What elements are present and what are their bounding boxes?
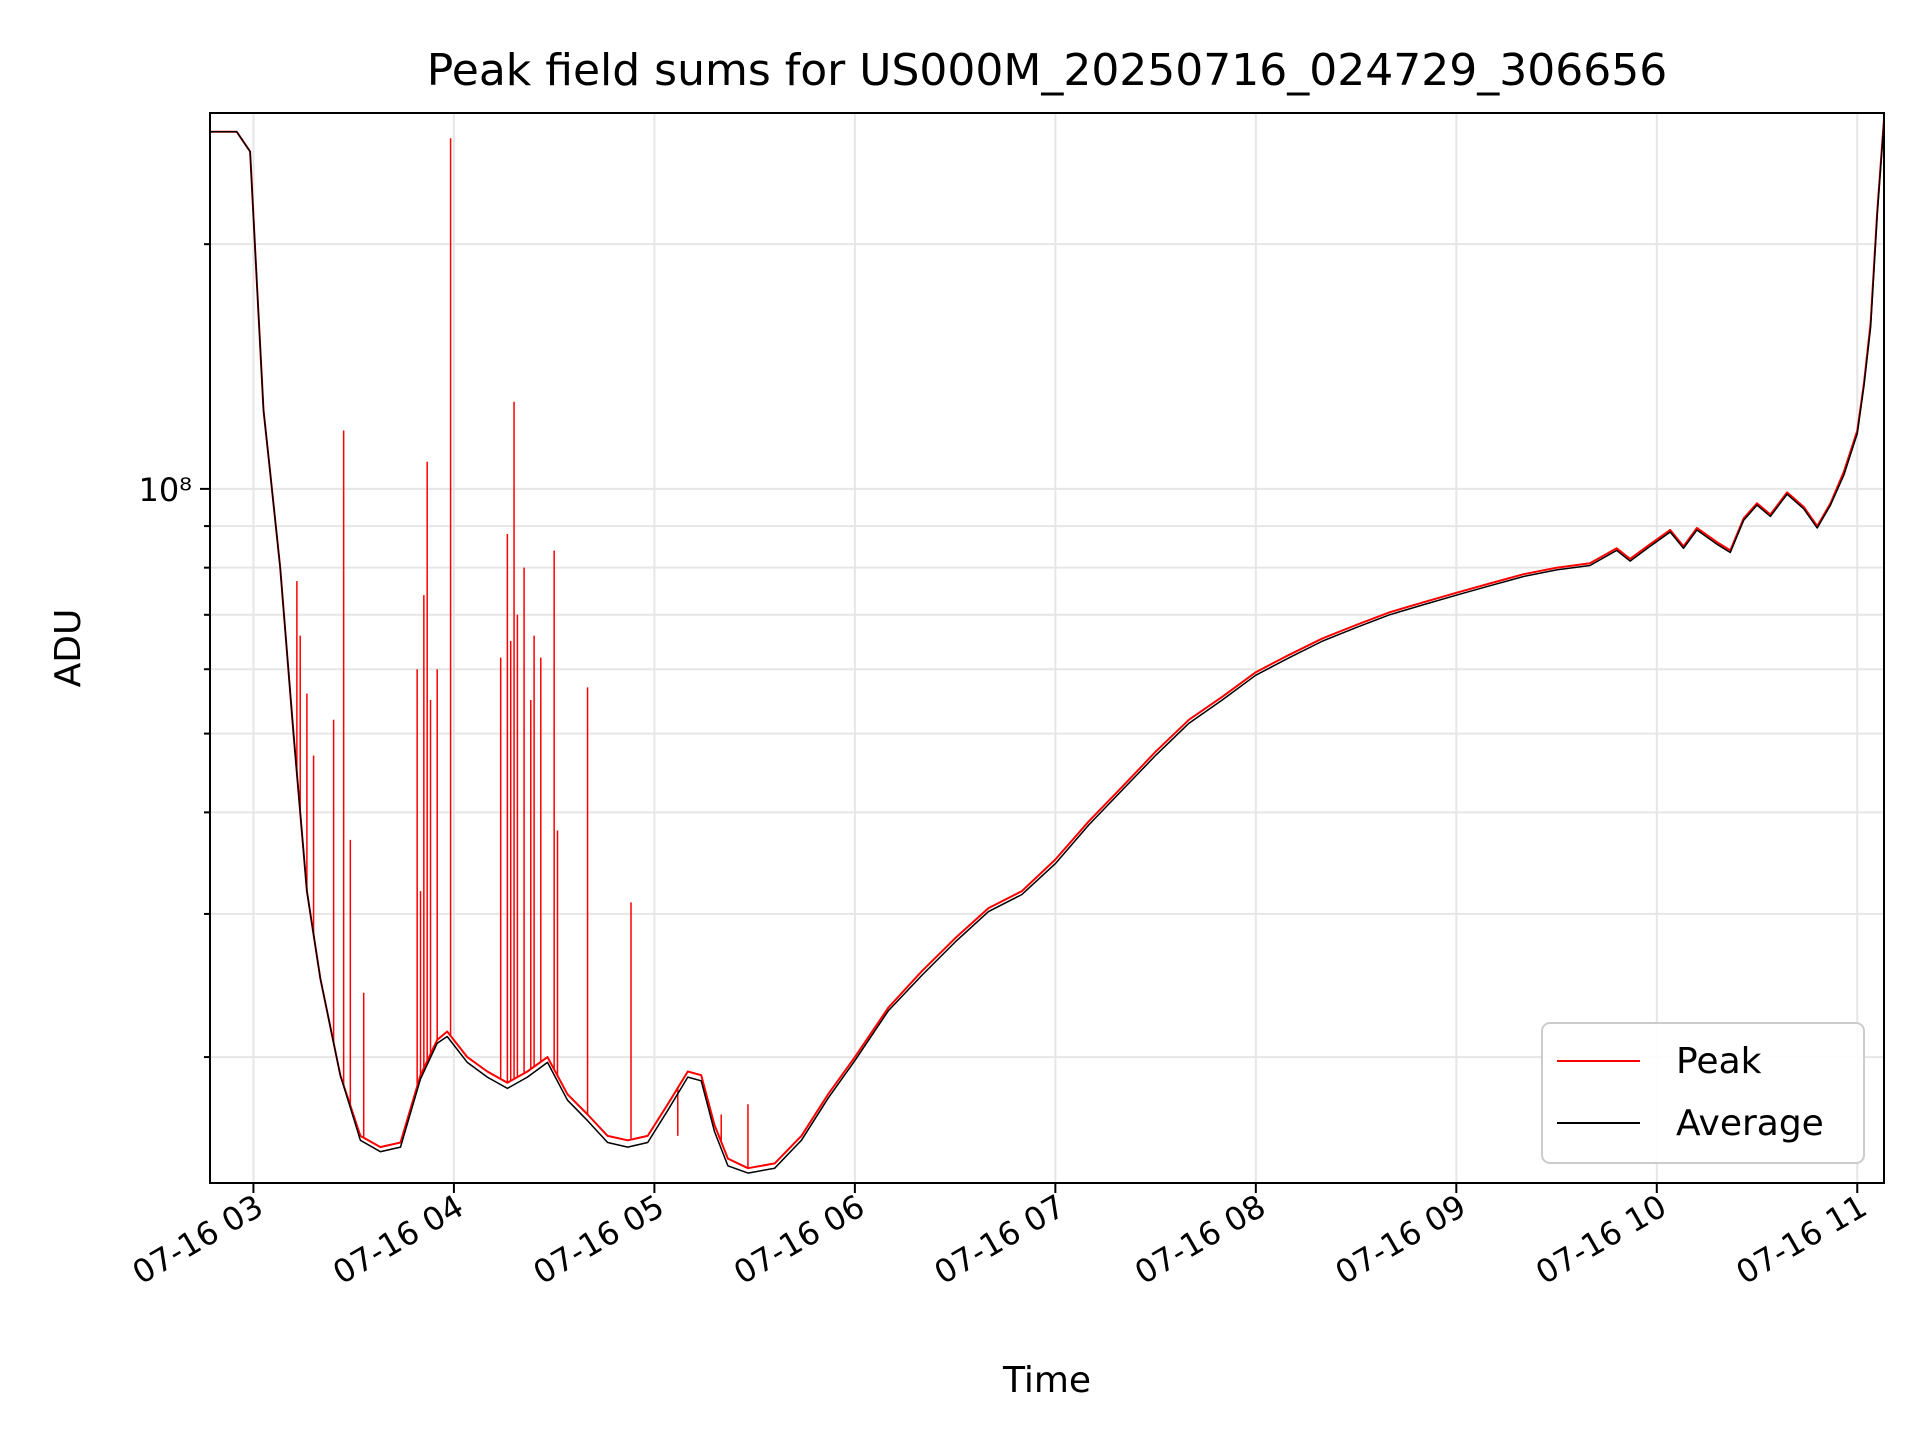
legend: Peak Average — [1541, 1022, 1865, 1164]
y-axis: 10⁸ — [138, 243, 210, 1059]
series-layer — [210, 119, 1884, 1174]
legend-label-average: Average — [1676, 1103, 1824, 1144]
y-tick-label: 10⁸ — [138, 471, 192, 509]
series-line-peak — [210, 119, 1884, 1170]
chart-title: Peak field sums for US000M_20250716_0247… — [427, 45, 1667, 96]
plot-area — [210, 119, 1884, 1174]
series-line-average — [210, 121, 1884, 1174]
legend-box — [1541, 1022, 1865, 1164]
x-axis-label: Time — [1002, 1360, 1091, 1401]
legend-label-peak: Peak — [1676, 1041, 1762, 1082]
y-axis-label: ADU — [48, 609, 89, 688]
plot-frame — [209, 112, 1885, 1184]
